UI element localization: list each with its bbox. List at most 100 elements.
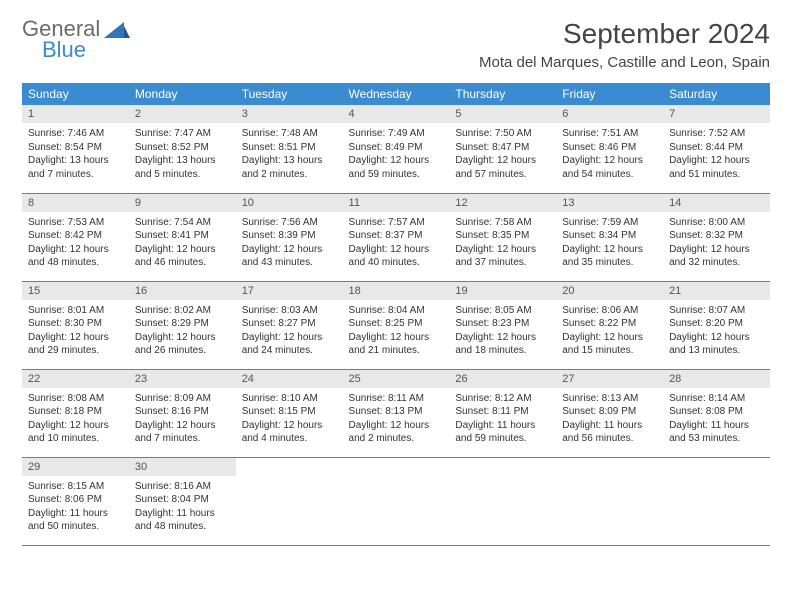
sunset-text: Sunset: 8:44 PM [669, 141, 764, 155]
calendar-day-cell [343, 457, 450, 545]
day-details: Sunrise: 8:06 AMSunset: 8:22 PMDaylight:… [556, 300, 663, 364]
day-number: 20 [556, 282, 663, 300]
sunset-text: Sunset: 8:39 PM [242, 229, 337, 243]
sunset-text: Sunset: 8:25 PM [349, 317, 444, 331]
daylight-text: Daylight: 12 hours and 37 minutes. [455, 243, 550, 270]
day-number: 10 [236, 194, 343, 212]
day-details: Sunrise: 7:48 AMSunset: 8:51 PMDaylight:… [236, 123, 343, 187]
day-details: Sunrise: 8:09 AMSunset: 8:16 PMDaylight:… [129, 388, 236, 452]
day-details: Sunrise: 8:16 AMSunset: 8:04 PMDaylight:… [129, 476, 236, 540]
day-details: Sunrise: 7:58 AMSunset: 8:35 PMDaylight:… [449, 212, 556, 276]
daylight-text: Daylight: 12 hours and 7 minutes. [135, 419, 230, 446]
calendar-day-cell: 26Sunrise: 8:12 AMSunset: 8:11 PMDayligh… [449, 369, 556, 457]
daylight-text: Daylight: 13 hours and 2 minutes. [242, 154, 337, 181]
sunset-text: Sunset: 8:15 PM [242, 405, 337, 419]
daylight-text: Daylight: 12 hours and 43 minutes. [242, 243, 337, 270]
sunrise-text: Sunrise: 8:05 AM [455, 304, 550, 318]
calendar-day-cell: 17Sunrise: 8:03 AMSunset: 8:27 PMDayligh… [236, 281, 343, 369]
day-details: Sunrise: 7:57 AMSunset: 8:37 PMDaylight:… [343, 212, 450, 276]
sunset-text: Sunset: 8:52 PM [135, 141, 230, 155]
daylight-text: Daylight: 11 hours and 56 minutes. [562, 419, 657, 446]
weekday-header-row: Sunday Monday Tuesday Wednesday Thursday… [22, 83, 770, 105]
logo-triangle-icon [104, 20, 130, 40]
calendar-day-cell: 10Sunrise: 7:56 AMSunset: 8:39 PMDayligh… [236, 193, 343, 281]
daylight-text: Daylight: 12 hours and 51 minutes. [669, 154, 764, 181]
day-details: Sunrise: 8:12 AMSunset: 8:11 PMDaylight:… [449, 388, 556, 452]
calendar-day-cell: 12Sunrise: 7:58 AMSunset: 8:35 PMDayligh… [449, 193, 556, 281]
calendar-day-cell: 9Sunrise: 7:54 AMSunset: 8:41 PMDaylight… [129, 193, 236, 281]
calendar-day-cell: 15Sunrise: 8:01 AMSunset: 8:30 PMDayligh… [22, 281, 129, 369]
sunrise-text: Sunrise: 7:48 AM [242, 127, 337, 141]
day-number: 3 [236, 105, 343, 123]
day-details: Sunrise: 7:51 AMSunset: 8:46 PMDaylight:… [556, 123, 663, 187]
calendar-day-cell: 30Sunrise: 8:16 AMSunset: 8:04 PMDayligh… [129, 457, 236, 545]
calendar-week-row: 29Sunrise: 8:15 AMSunset: 8:06 PMDayligh… [22, 457, 770, 545]
day-details: Sunrise: 7:54 AMSunset: 8:41 PMDaylight:… [129, 212, 236, 276]
calendar-day-cell [556, 457, 663, 545]
sunrise-text: Sunrise: 7:52 AM [669, 127, 764, 141]
sunset-text: Sunset: 8:11 PM [455, 405, 550, 419]
location-subtitle: Mota del Marques, Castille and Leon, Spa… [479, 54, 770, 71]
calendar-day-cell: 20Sunrise: 8:06 AMSunset: 8:22 PMDayligh… [556, 281, 663, 369]
sunset-text: Sunset: 8:54 PM [28, 141, 123, 155]
daylight-text: Daylight: 12 hours and 59 minutes. [349, 154, 444, 181]
weekday-header: Friday [556, 83, 663, 105]
calendar-day-cell: 14Sunrise: 8:00 AMSunset: 8:32 PMDayligh… [663, 193, 770, 281]
day-details: Sunrise: 8:11 AMSunset: 8:13 PMDaylight:… [343, 388, 450, 452]
calendar-day-cell [663, 457, 770, 545]
sunrise-text: Sunrise: 8:13 AM [562, 392, 657, 406]
sunrise-text: Sunrise: 8:06 AM [562, 304, 657, 318]
day-number: 23 [129, 370, 236, 388]
weekday-header: Tuesday [236, 83, 343, 105]
calendar-week-row: 8Sunrise: 7:53 AMSunset: 8:42 PMDaylight… [22, 193, 770, 281]
calendar-day-cell: 19Sunrise: 8:05 AMSunset: 8:23 PMDayligh… [449, 281, 556, 369]
sunset-text: Sunset: 8:22 PM [562, 317, 657, 331]
day-details: Sunrise: 8:07 AMSunset: 8:20 PMDaylight:… [663, 300, 770, 364]
sunset-text: Sunset: 8:32 PM [669, 229, 764, 243]
daylight-text: Daylight: 13 hours and 5 minutes. [135, 154, 230, 181]
sunset-text: Sunset: 8:04 PM [135, 493, 230, 507]
calendar-day-cell: 22Sunrise: 8:08 AMSunset: 8:18 PMDayligh… [22, 369, 129, 457]
calendar-day-cell [236, 457, 343, 545]
calendar-day-cell: 11Sunrise: 7:57 AMSunset: 8:37 PMDayligh… [343, 193, 450, 281]
sunrise-text: Sunrise: 8:14 AM [669, 392, 764, 406]
sunrise-text: Sunrise: 7:58 AM [455, 216, 550, 230]
day-number: 19 [449, 282, 556, 300]
daylight-text: Daylight: 11 hours and 53 minutes. [669, 419, 764, 446]
sunrise-text: Sunrise: 7:49 AM [349, 127, 444, 141]
sunrise-text: Sunrise: 8:09 AM [135, 392, 230, 406]
daylight-text: Daylight: 12 hours and 29 minutes. [28, 331, 123, 358]
daylight-text: Daylight: 12 hours and 24 minutes. [242, 331, 337, 358]
day-details: Sunrise: 8:10 AMSunset: 8:15 PMDaylight:… [236, 388, 343, 452]
day-details: Sunrise: 7:52 AMSunset: 8:44 PMDaylight:… [663, 123, 770, 187]
day-details: Sunrise: 8:02 AMSunset: 8:29 PMDaylight:… [129, 300, 236, 364]
calendar-day-cell: 3Sunrise: 7:48 AMSunset: 8:51 PMDaylight… [236, 105, 343, 193]
sunset-text: Sunset: 8:20 PM [669, 317, 764, 331]
calendar-day-cell: 7Sunrise: 7:52 AMSunset: 8:44 PMDaylight… [663, 105, 770, 193]
sunset-text: Sunset: 8:37 PM [349, 229, 444, 243]
calendar-day-cell: 16Sunrise: 8:02 AMSunset: 8:29 PMDayligh… [129, 281, 236, 369]
daylight-text: Daylight: 12 hours and 4 minutes. [242, 419, 337, 446]
day-number: 15 [22, 282, 129, 300]
sunset-text: Sunset: 8:09 PM [562, 405, 657, 419]
day-number: 17 [236, 282, 343, 300]
title-block: September 2024 Mota del Marques, Castill… [479, 18, 770, 71]
daylight-text: Daylight: 12 hours and 54 minutes. [562, 154, 657, 181]
day-details: Sunrise: 8:14 AMSunset: 8:08 PMDaylight:… [663, 388, 770, 452]
calendar-day-cell [449, 457, 556, 545]
daylight-text: Daylight: 12 hours and 40 minutes. [349, 243, 444, 270]
calendar-day-cell: 18Sunrise: 8:04 AMSunset: 8:25 PMDayligh… [343, 281, 450, 369]
sunrise-text: Sunrise: 7:51 AM [562, 127, 657, 141]
weekday-header: Saturday [663, 83, 770, 105]
day-number: 24 [236, 370, 343, 388]
day-number: 11 [343, 194, 450, 212]
sunset-text: Sunset: 8:29 PM [135, 317, 230, 331]
day-number: 5 [449, 105, 556, 123]
calendar-day-cell: 21Sunrise: 8:07 AMSunset: 8:20 PMDayligh… [663, 281, 770, 369]
calendar-day-cell: 1Sunrise: 7:46 AMSunset: 8:54 PMDaylight… [22, 105, 129, 193]
sunrise-text: Sunrise: 8:02 AM [135, 304, 230, 318]
day-number: 28 [663, 370, 770, 388]
calendar-week-row: 22Sunrise: 8:08 AMSunset: 8:18 PMDayligh… [22, 369, 770, 457]
sunset-text: Sunset: 8:47 PM [455, 141, 550, 155]
calendar-day-cell: 24Sunrise: 8:10 AMSunset: 8:15 PMDayligh… [236, 369, 343, 457]
